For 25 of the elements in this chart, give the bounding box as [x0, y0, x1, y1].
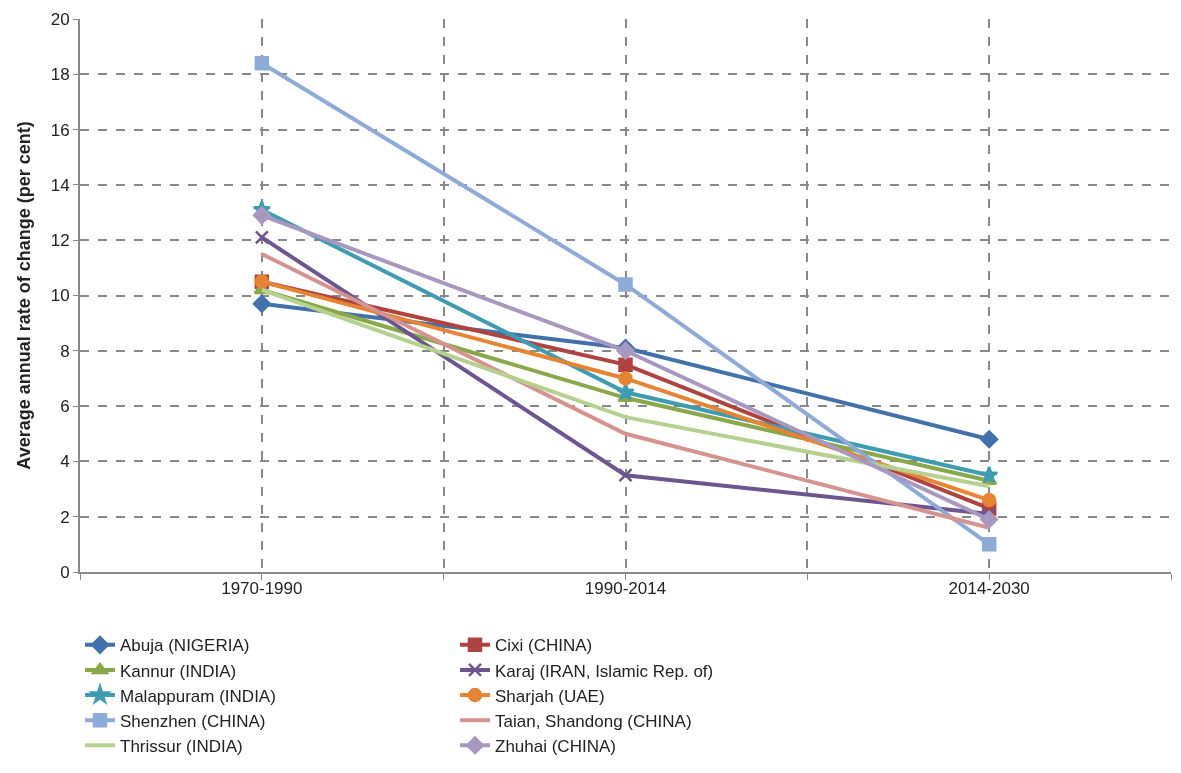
legend-label: Shenzhen (CHINA) [120, 711, 266, 731]
legend-label: Abuja (NIGERIA) [120, 636, 250, 656]
legend-label: Thrissur (INDIA) [120, 736, 243, 756]
legend-label: Sharjah (UAE) [495, 686, 605, 706]
y-tick-label: 4 [60, 452, 70, 472]
y-tick-label: 18 [50, 65, 70, 85]
y-tick-label: 14 [50, 175, 70, 195]
y-tick-label: 0 [60, 562, 70, 582]
legend-label: Karaj (IRAN, Islamic Rep. of) [495, 661, 714, 681]
legend-label: Kannur (INDIA) [120, 661, 237, 681]
x-tick-label: 1970-1990 [221, 579, 303, 599]
legend-label: Taian, Shandong (CHINA) [495, 711, 692, 731]
legend-label: Malappuram (INDIA) [120, 686, 276, 706]
y-tick-label: 6 [60, 397, 70, 417]
y-tick-label: 12 [50, 231, 70, 251]
legend-label: Zhuhai (CHINA) [495, 736, 616, 756]
y-tick-label: 20 [50, 9, 70, 29]
x-tick-label: 1990-2014 [584, 579, 667, 599]
y-tick-label: 8 [60, 341, 70, 361]
x-tick-label: 2014-2030 [948, 579, 1030, 599]
y-tick-label: 16 [50, 120, 70, 140]
y-tick-label: 10 [50, 286, 70, 306]
legend-label: Cixi (CHINA) [495, 636, 593, 656]
y-axis-title: Average annual rate of change (per cent) [14, 121, 35, 470]
y-tick-label: 2 [60, 507, 70, 527]
